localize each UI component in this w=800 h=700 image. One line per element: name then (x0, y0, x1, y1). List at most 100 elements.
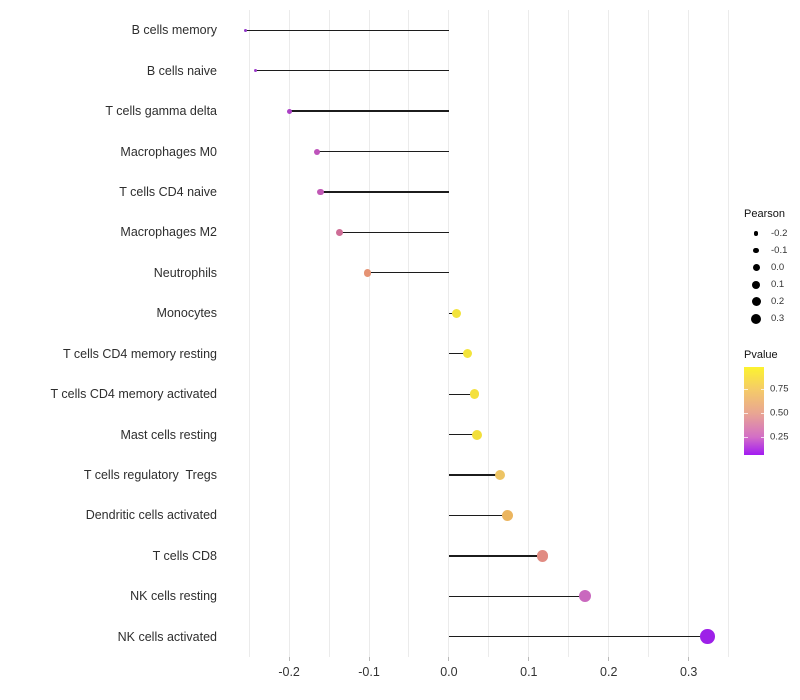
legend-size-dot (753, 247, 759, 254)
legend-pvalue-title: Pvalue (744, 349, 778, 361)
gridline (728, 10, 730, 657)
legend-size-dot (751, 313, 761, 324)
gridline (488, 10, 490, 657)
colorbar-tick-label: 0.75 (770, 383, 789, 395)
x-tick (608, 657, 610, 661)
colorbar-tick (760, 413, 764, 415)
legend-size-label: 0.1 (771, 279, 785, 290)
x-tick (688, 657, 690, 661)
category-label: Dendritic cells activated (85, 508, 217, 523)
lollipop-stem (448, 353, 468, 355)
legend-size-label: 0.2 (771, 296, 785, 307)
legend-pearson-size: Pearson -0.2 -0.1 0.0 0.1 0.2 0.3 (744, 208, 787, 327)
legend-size-dot-wrap (744, 293, 768, 310)
colorbar-tick (760, 389, 764, 390)
lollipop-stem (448, 393, 475, 395)
x-tick (528, 657, 530, 661)
x-tick-label: 0.2 (600, 665, 618, 679)
lollipop-dot (536, 550, 549, 562)
legend-size-dot (751, 297, 761, 306)
legend-size-label: 0.3 (771, 313, 785, 324)
gridline (328, 10, 330, 657)
lollipop-stem (289, 110, 449, 112)
category-label: NK cells activated (117, 629, 217, 644)
colorbar-tick-label: 0.25 (770, 431, 789, 443)
lollipop-dot (363, 269, 372, 277)
legend-size-dot-wrap (744, 276, 768, 293)
category-label: T cells CD8 (152, 548, 217, 563)
lollipop-stem (448, 474, 501, 476)
colorbar-tick (744, 436, 748, 438)
lollipop-stem (317, 150, 449, 153)
x-tick-label: 0.0 (440, 665, 458, 679)
lollipop-stem (339, 231, 449, 234)
lollipop-stem (448, 636, 708, 638)
gridline (568, 10, 570, 657)
category-label: B cells memory (131, 23, 217, 38)
lollipop-dot (314, 148, 321, 155)
gridline (528, 10, 530, 657)
x-tick-label: -0.2 (278, 665, 300, 679)
x-tick (368, 657, 370, 661)
x-tick (288, 657, 290, 661)
lollipop-dot (317, 188, 324, 196)
gridline (408, 10, 410, 657)
lollipop-stem (320, 191, 449, 193)
category-label: B cells naive (146, 63, 217, 78)
legend-size-label: -0.2 (771, 228, 788, 239)
legend-size-entry: 0.1 (744, 276, 787, 293)
lollipop-stem (448, 514, 508, 517)
lollipop-dot (469, 389, 480, 399)
category-label: T cells regulatory Tregs (83, 468, 217, 483)
category-label: T cells CD4 memory resting (63, 346, 217, 361)
lollipop-dot (286, 108, 292, 114)
legend-size-entry: -0.1 (744, 242, 787, 259)
category-label: Macrophages M2 (120, 225, 217, 240)
category-label: Macrophages M0 (120, 144, 217, 159)
lollipop-dot (501, 509, 513, 521)
legend-size-dot-wrap (744, 259, 768, 276)
gridline (288, 10, 290, 657)
colorbar-tick (744, 413, 748, 415)
lollipop-stem (448, 595, 585, 597)
gridline (688, 10, 690, 657)
x-tick-label: 0.3 (679, 665, 698, 679)
lollipop-stem (367, 272, 449, 274)
category-label: T cells CD4 naive (119, 184, 217, 199)
legend-size-dot-wrap (744, 242, 768, 259)
lollipop-stem (255, 70, 449, 72)
gridline (248, 10, 250, 657)
lollipop-dot (335, 228, 343, 236)
legend-size-dot (752, 280, 760, 289)
legend-size-entry: 0.2 (744, 293, 787, 310)
lollipop-stem (245, 29, 449, 31)
legend-size-dot (753, 231, 759, 236)
pvalue-colorbar (744, 367, 764, 455)
legend-size-entry: 0.3 (744, 310, 787, 327)
colorbar-wrap: 0.75 0.50 0.25 (744, 367, 789, 455)
lollipop-dot (253, 68, 258, 73)
x-tick (448, 657, 450, 661)
lollipop-dot (494, 469, 506, 481)
x-tick-label: 0.1 (520, 665, 538, 679)
lollipop-stem (448, 555, 543, 557)
legend-size-dot-wrap (744, 225, 768, 242)
legend-size-entries: -0.2 -0.1 0.0 0.1 0.2 0.3 (744, 225, 787, 327)
category-label: T cells gamma delta (105, 104, 217, 119)
x-tick-label: -0.1 (358, 665, 380, 679)
colorbar-tick-label: 0.50 (770, 407, 789, 419)
lollipop-dot (471, 429, 482, 440)
legend-size-label: 0.0 (771, 262, 785, 273)
category-label: NK cells resting (130, 589, 217, 604)
lollipop-dot (452, 308, 462, 318)
colorbar-tick (760, 436, 764, 438)
legend-pvalue-color: Pvalue 0.75 0.50 0.25 (744, 349, 789, 455)
legend-size-dot (752, 264, 760, 271)
legend-size-entry: 0.0 (744, 259, 787, 276)
lollipop-dot (243, 28, 247, 32)
gridline (448, 10, 450, 657)
category-label: Monocytes (156, 306, 217, 321)
category-label: Mast cells resting (120, 427, 217, 442)
lollipop-stem (448, 433, 477, 436)
